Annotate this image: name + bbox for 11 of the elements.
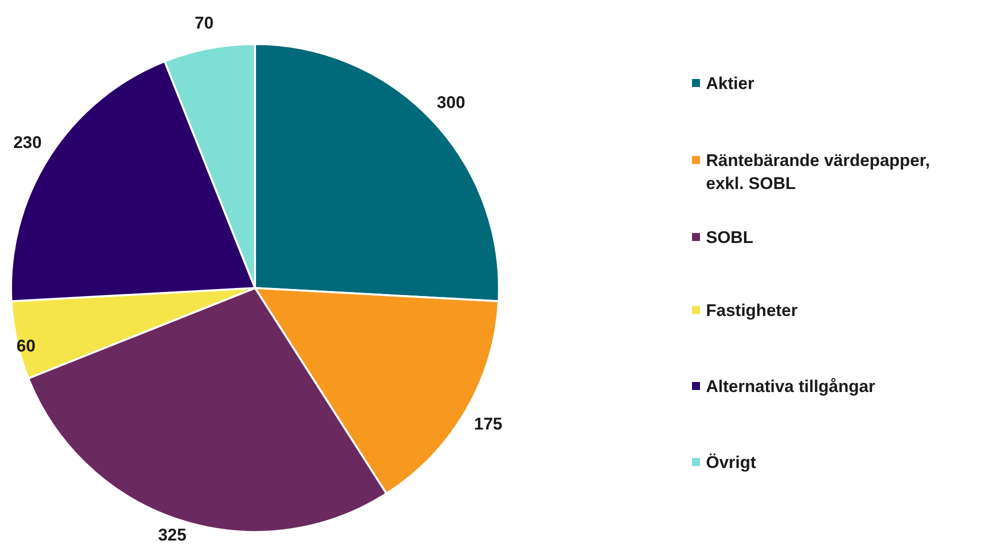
legend-label: Övrigt	[706, 452, 756, 472]
data-label: 230	[13, 133, 42, 152]
legend-label: Aktier	[706, 74, 755, 92]
data-label: 325	[158, 526, 186, 544]
data-label: 300	[436, 92, 466, 112]
data-label: 70	[194, 13, 214, 32]
legend-label: Fastigheter	[706, 300, 798, 320]
legend-label: Räntebärande värdepapper, exkl. SOBL	[706, 150, 930, 192]
legend-label: Alternativa tillgångar	[706, 376, 876, 396]
data-label: 175	[474, 414, 502, 434]
legend-label: SOBL	[706, 228, 754, 246]
